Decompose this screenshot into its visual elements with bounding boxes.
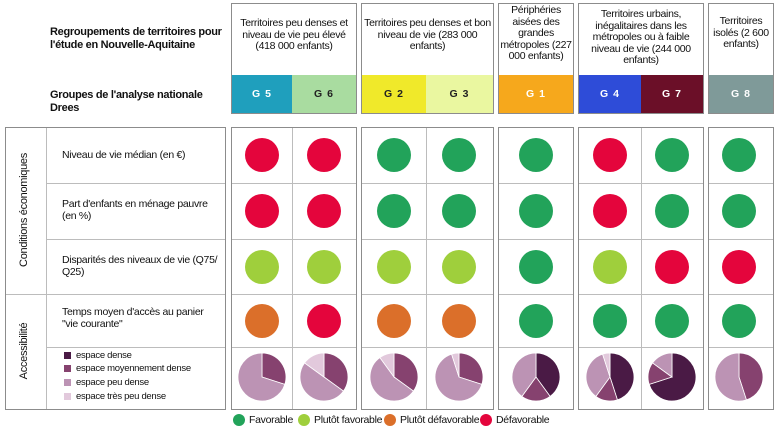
group-cell-g5: G 5 [232, 75, 292, 113]
row-label-disparites: Disparités des niveaux de vie (Q75/ Q25) [62, 254, 218, 278]
group-cell-g7: G 7 [641, 75, 703, 113]
legend-favorable: Favorable [233, 414, 293, 426]
rating-dot-plutot-defavorable [442, 304, 476, 338]
legend-plutot-favorable: Plutôt favorable [298, 414, 382, 426]
rating-dot-favorable [655, 138, 689, 172]
rating-dot-favorable [519, 194, 553, 228]
rating-dot-favorable [655, 194, 689, 228]
column-header-2: Territoires peu denses et bon niveau de … [364, 17, 491, 52]
section-access-label: Accessibilité [18, 322, 30, 380]
legend-dot [384, 414, 396, 426]
density-legend-moyen: espace moyennement dense [64, 363, 191, 374]
density-legend-tres-peu: espace très peu dense [64, 391, 166, 402]
legend-dot [480, 414, 492, 426]
body-box-labels [5, 127, 226, 410]
rating-dot-favorable [519, 250, 553, 284]
rating-dot-defavorable [593, 138, 627, 172]
rating-dot-defavorable [245, 194, 279, 228]
rating-dot-defavorable [307, 138, 341, 172]
column-header-4: Territoires urbains, inégalitaires dans … [591, 8, 691, 66]
row-label-enfants-pauvres: Part d'enfants en ménage pauvre (en %) [62, 198, 208, 222]
rating-dot-defavorable [722, 250, 756, 284]
rating-dot-plutot-favorable [593, 250, 627, 284]
rating-dot-defavorable [245, 138, 279, 172]
rating-dot-favorable [442, 138, 476, 172]
column-header-1: Territoires peu denses et niveau de vie … [240, 17, 348, 52]
density-swatch [64, 365, 71, 372]
column-header-3: Périphéries aisées des grandes métropole… [500, 4, 572, 62]
group-cell-g4: G 4 [579, 75, 641, 113]
density-legend-peu: espace peu dense [64, 377, 149, 388]
rating-dot-favorable [377, 194, 411, 228]
regroupement-title: Regroupements de territoires pour l'étud… [50, 26, 222, 51]
rating-dot-defavorable [593, 194, 627, 228]
legend-defavorable: Défavorable [480, 414, 550, 426]
row-label-temps-acces: Temps moyen d'accès au panier "vie coura… [62, 306, 204, 330]
density-swatch [64, 352, 71, 359]
rating-dot-plutot-favorable [245, 250, 279, 284]
rating-dot-plutot-defavorable [377, 304, 411, 338]
group-cell-g8: G 8 [709, 75, 773, 113]
rating-dot-favorable [722, 194, 756, 228]
group-cell-g1: G 1 [499, 75, 573, 113]
rating-dot-favorable [377, 138, 411, 172]
legend-plutot-defavorable: Plutôt défavorable [384, 414, 480, 426]
legend-dot [233, 414, 245, 426]
rating-dot-plutot-defavorable [245, 304, 279, 338]
rating-dot-plutot-favorable [307, 250, 341, 284]
group-cell-g2: G 2 [362, 75, 426, 113]
rating-dot-favorable [593, 304, 627, 338]
rating-dot-favorable [722, 304, 756, 338]
legend-dot [298, 414, 310, 426]
density-legend-dense: espace dense [64, 350, 132, 361]
group-cell-g3: G 3 [426, 75, 493, 113]
density-swatch [64, 393, 71, 400]
rating-dot-defavorable [307, 194, 341, 228]
rating-dot-plutot-favorable [442, 250, 476, 284]
group-cell-g6: G 6 [292, 75, 356, 113]
rating-dot-favorable [722, 138, 756, 172]
row-label-niveau-de-vie: Niveau de vie médian (en €) [62, 149, 186, 161]
rating-dot-favorable [655, 304, 689, 338]
rating-dot-favorable [519, 138, 553, 172]
column-header-5: Territoires isolés (2 600 enfants) [713, 15, 769, 50]
section-economic-label: Conditions économiques [18, 153, 30, 267]
rating-dot-defavorable [307, 304, 341, 338]
rating-dot-favorable [442, 194, 476, 228]
groups-label: Groupes de l'analyse nationale Drees [50, 89, 203, 114]
rating-dot-favorable [519, 304, 553, 338]
rating-dot-defavorable [655, 250, 689, 284]
density-swatch [64, 379, 71, 386]
rating-dot-plutot-favorable [377, 250, 411, 284]
